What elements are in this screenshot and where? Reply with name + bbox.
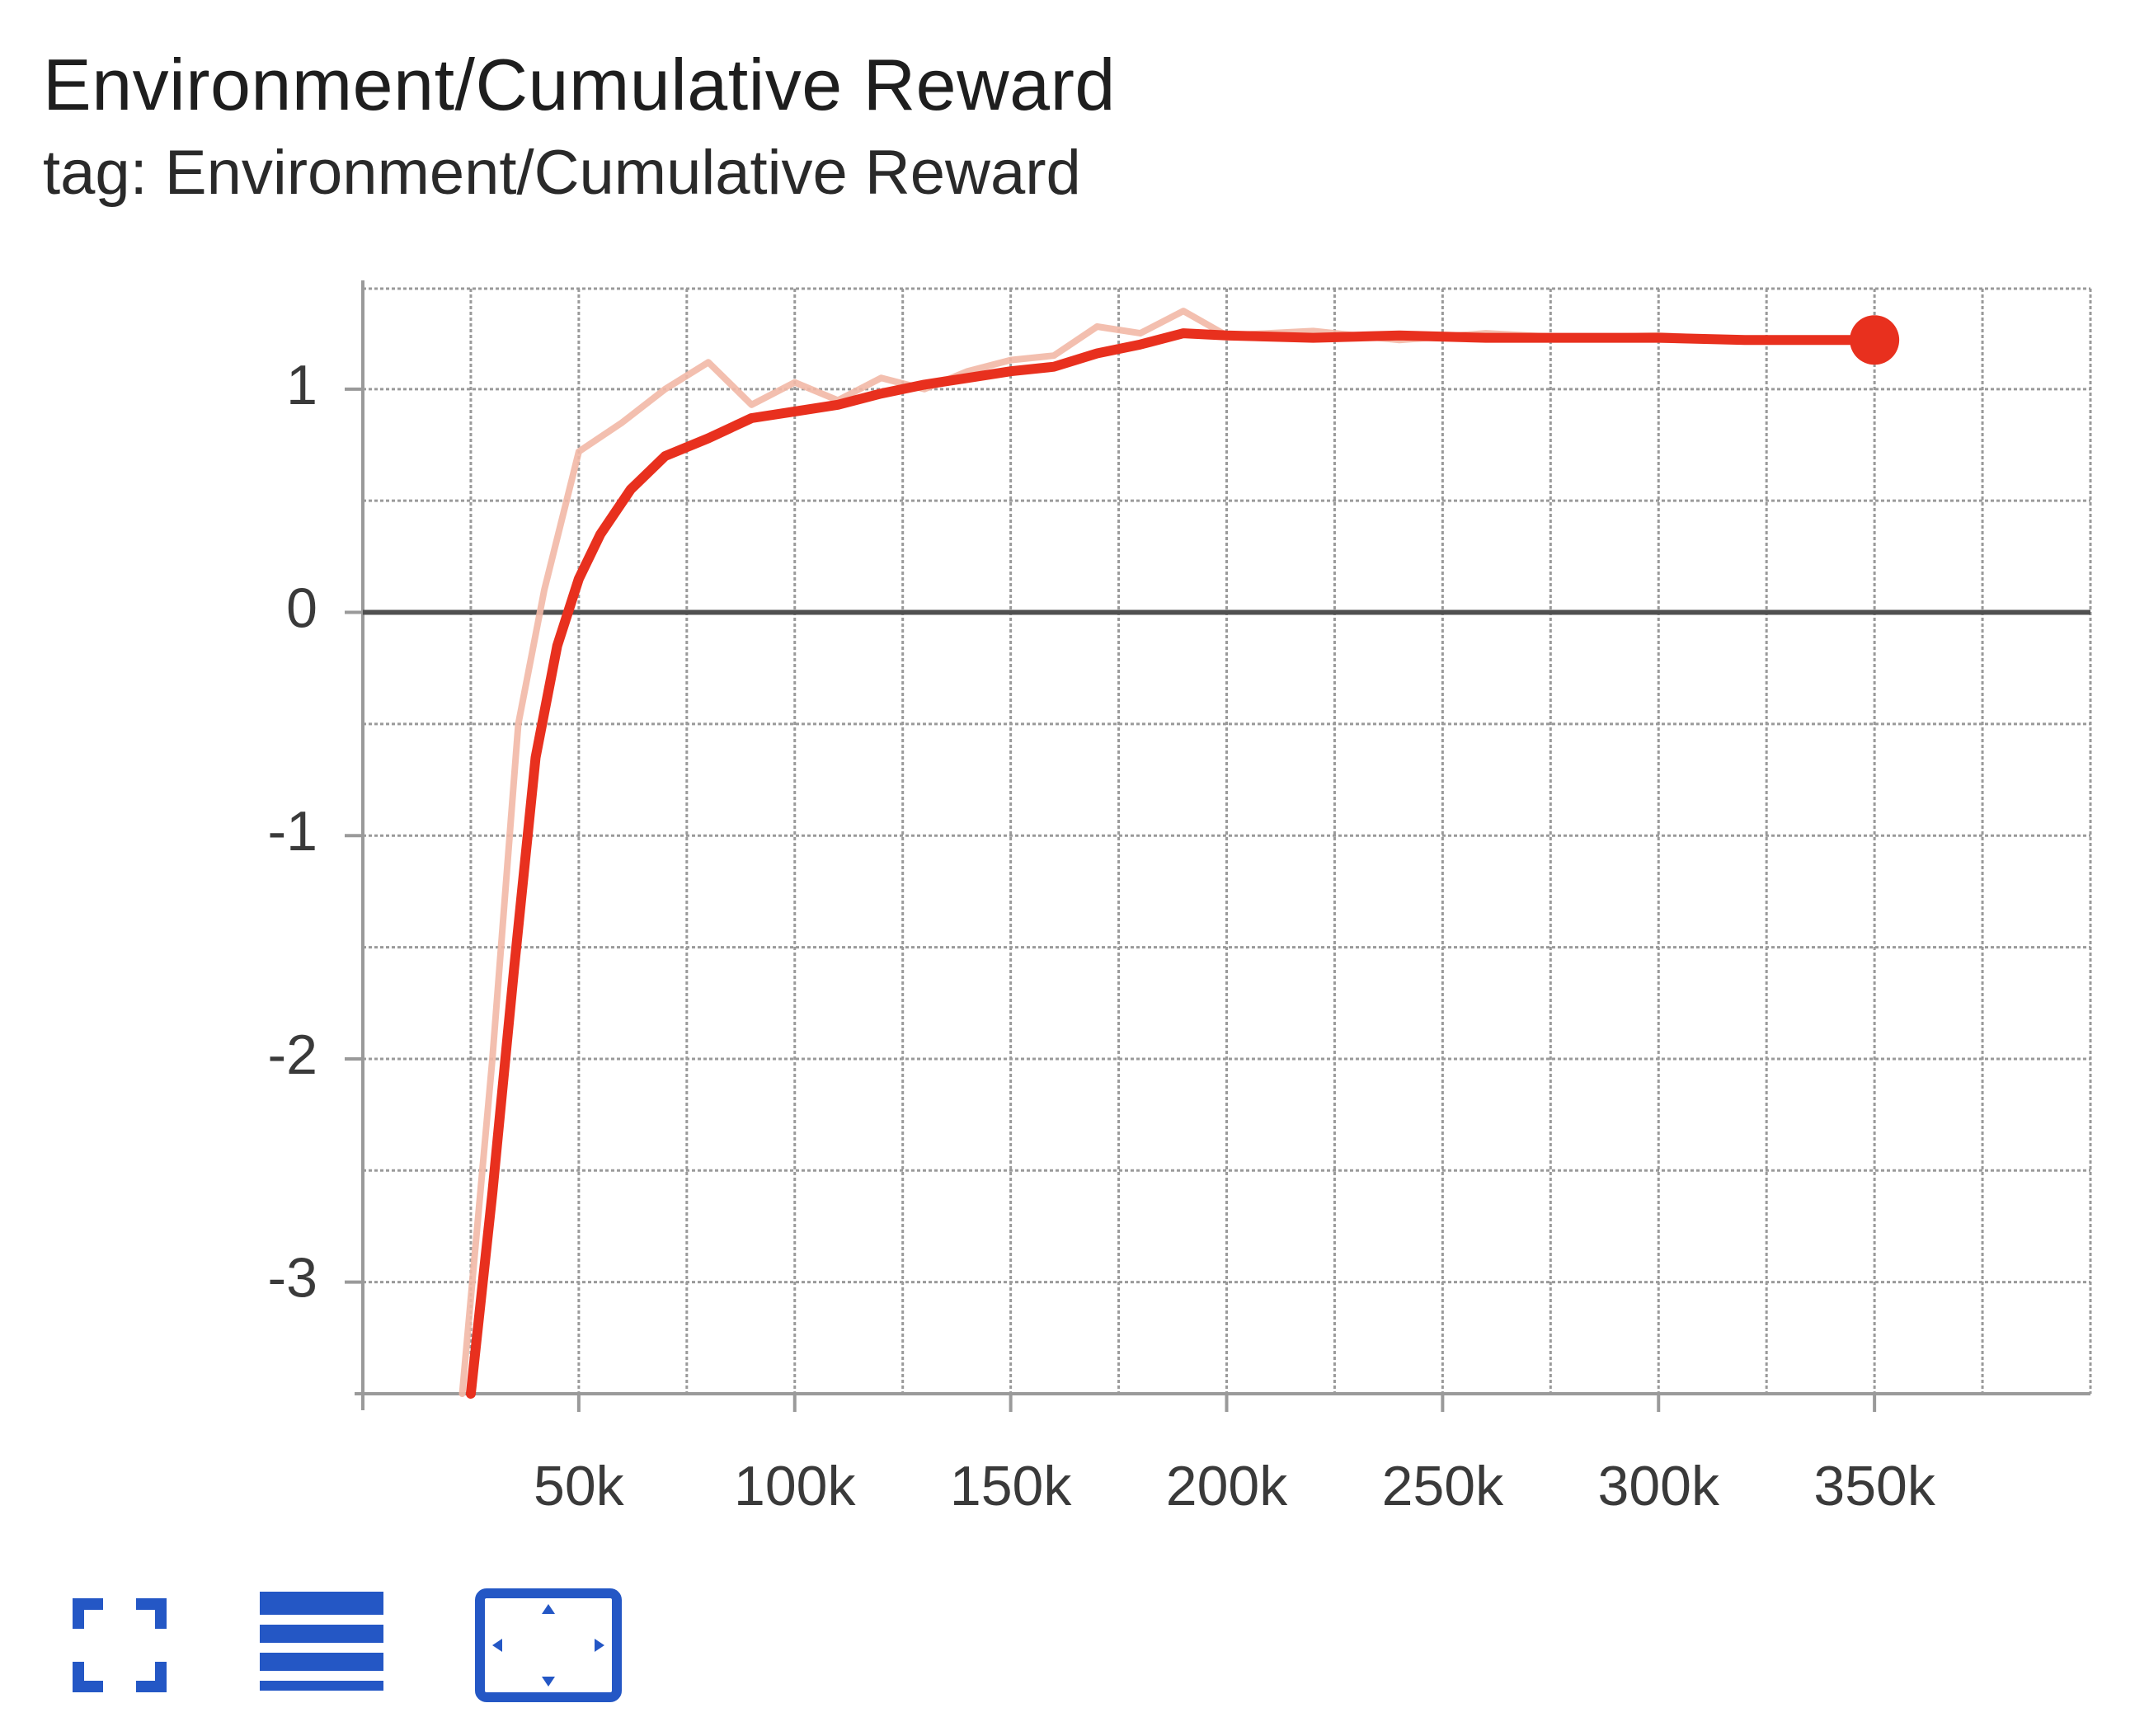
fullscreen-button[interactable]: [70, 1596, 169, 1695]
raw-reward-line: [458, 308, 1879, 1397]
fit-domain-button[interactable]: [474, 1588, 623, 1703]
y-tick-label: -1: [268, 800, 317, 863]
axis-layer: [345, 280, 2090, 1412]
x-tick-label: 350k: [1813, 1455, 1935, 1517]
y-tick-label: 1: [286, 354, 317, 416]
last-point-marker: [1850, 315, 1900, 365]
chart-toolbar: [70, 1588, 623, 1703]
x-tick-label: 150k: [950, 1455, 1072, 1517]
x-tick-label: 100k: [734, 1455, 856, 1517]
x-tick-label: 200k: [1166, 1455, 1288, 1517]
smoothed-reward-line: [465, 328, 1880, 1399]
chart-tag-subtitle: tag: Environment/Cumulative Reward: [43, 138, 1081, 208]
y-tick-label: -3: [268, 1247, 317, 1310]
y-tick-label: 0: [286, 576, 317, 639]
x-tick-label: 50k: [534, 1455, 625, 1517]
fit-domain-icon: [475, 1588, 622, 1702]
data-table-icon: [260, 1592, 383, 1691]
fullscreen-icon: [73, 1598, 167, 1692]
toggle-data-table-button[interactable]: [260, 1592, 383, 1699]
grid-layer: [363, 287, 2092, 1395]
x-tick-label: 300k: [1598, 1455, 1720, 1517]
series-layer: [458, 308, 1900, 1399]
y-tick-label: -2: [268, 1023, 317, 1086]
x-tick-label: 250k: [1382, 1455, 1504, 1517]
chart-title: Environment/Cumulative Reward: [43, 44, 1116, 125]
